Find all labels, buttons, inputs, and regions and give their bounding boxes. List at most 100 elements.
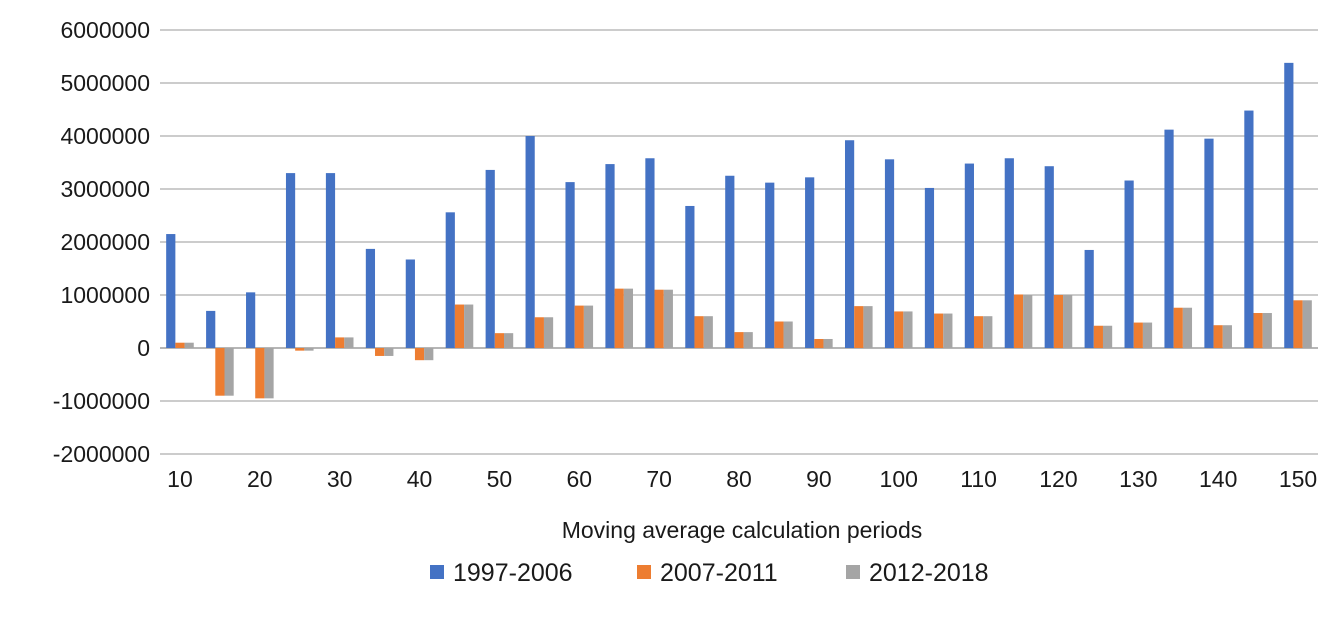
- bar-2007-2011-145: [1253, 313, 1263, 348]
- bar-2012-2018-60: [583, 305, 594, 348]
- bar-1997-2006-50: [485, 169, 495, 348]
- bar-2012-2018-25: [304, 348, 314, 351]
- bars: [166, 62, 1312, 399]
- bar-1997-2006-95: [844, 140, 855, 348]
- bar-2012-2018-15: [224, 348, 234, 396]
- bar-2012-2018-95: [863, 306, 873, 348]
- bar-2007-2011-10: [175, 342, 185, 348]
- bar-1997-2006-100: [884, 159, 895, 348]
- bar-2007-2011-40: [414, 348, 425, 361]
- bar-1997-2006-105: [924, 187, 935, 348]
- bar-2012-2018-125: [1102, 325, 1113, 348]
- bar-2007-2011-85: [774, 321, 784, 348]
- bar-2007-2011-15: [215, 348, 225, 396]
- bar-1997-2006-60: [565, 182, 575, 348]
- bar-2007-2011-30: [335, 337, 345, 348]
- bar-1997-2006-115: [1004, 158, 1014, 348]
- bar-2012-2018-140: [1222, 325, 1232, 348]
- bar-2012-2018-75: [703, 316, 713, 348]
- bar-2007-2011-50: [494, 333, 505, 348]
- bar-1997-2006-85: [765, 182, 775, 348]
- bar-2012-2018-90: [823, 338, 833, 348]
- y-tick-label: 2000000: [60, 229, 150, 255]
- y-tick-label: 5000000: [60, 70, 150, 96]
- bar-1997-2006-125: [1084, 249, 1094, 348]
- bar-2012-2018-70: [663, 289, 673, 348]
- bar-2012-2018-55: [543, 317, 554, 348]
- bar-2007-2011-115: [1013, 294, 1024, 348]
- y-tick-label: -1000000: [53, 388, 150, 414]
- bar-1997-2006-120: [1044, 166, 1054, 348]
- y-tick-label: 3000000: [60, 176, 150, 202]
- y-axis-tick-labels: 6000000 5000000 4000000 3000000 2000000 10000…: [53, 17, 150, 467]
- bar-2007-2011-120: [1053, 295, 1064, 348]
- bar-2012-2018-30: [344, 337, 354, 348]
- bar-2007-2011-140: [1213, 325, 1223, 348]
- bar-2007-2011-125: [1093, 325, 1103, 348]
- bar-1997-2006-35: [365, 248, 376, 348]
- bar-2012-2018-80: [743, 332, 753, 348]
- x-tick-label: 150: [1279, 466, 1317, 492]
- bar-1997-2006-150: [1284, 62, 1294, 349]
- bar-2007-2011-35: [375, 348, 385, 356]
- bar-2007-2011-60: [574, 305, 584, 348]
- bar-2012-2018-150: [1302, 300, 1312, 348]
- x-tick-label: 20: [247, 466, 273, 492]
- bar-2007-2011-110: [973, 316, 984, 348]
- bar-2007-2011-135: [1173, 307, 1183, 348]
- y-tick-label: -2000000: [53, 441, 150, 467]
- bar-1997-2006-140: [1204, 138, 1214, 348]
- x-tick-label: 10: [167, 466, 193, 492]
- bar-2012-2018-145: [1262, 313, 1272, 348]
- x-tick-label: 30: [327, 466, 353, 492]
- bar-2007-2011-150: [1293, 300, 1303, 348]
- y-tick-label: 0: [137, 335, 150, 361]
- x-axis-tick-labels: 10 20 30 40 50 60 70 80 90 100 110 120 130 140 150: [167, 466, 1317, 492]
- bar-1997-2006-90: [805, 177, 815, 348]
- x-tick-label: 80: [726, 466, 752, 492]
- bar-1997-2006-65: [605, 164, 615, 348]
- bar-1997-2006-40: [405, 259, 415, 348]
- x-tick-label: 70: [646, 466, 672, 492]
- bar-2007-2011-65: [614, 288, 624, 348]
- bar-1997-2006-45: [445, 212, 455, 348]
- x-tick-label: 140: [1199, 466, 1237, 492]
- bar-2007-2011-90: [814, 338, 824, 348]
- bar-2007-2011-45: [454, 304, 465, 348]
- bar-2012-2018-40: [424, 348, 434, 361]
- legend-label: 1997-2006: [453, 559, 573, 587]
- legend-swatch: [846, 565, 860, 579]
- bar-2012-2018-65: [623, 288, 634, 348]
- bar-1997-2006-55: [525, 136, 535, 348]
- x-tick-label: 90: [806, 466, 832, 492]
- legend: 1997-2006 2007-2011 2012-2018: [430, 559, 989, 587]
- bar-1997-2006-130: [1124, 180, 1134, 348]
- bar-1997-2006-30: [325, 173, 336, 348]
- bar-2012-2018-110: [983, 316, 993, 348]
- bar-2012-2018-120: [1063, 295, 1073, 348]
- bar-2012-2018-10: [184, 342, 194, 348]
- x-tick-label: 120: [1039, 466, 1077, 492]
- x-tick-label: 100: [880, 466, 918, 492]
- y-tick-label: 6000000: [60, 17, 150, 43]
- bar-1997-2006-80: [725, 175, 735, 348]
- bar-2012-2018-85: [783, 321, 793, 348]
- bar-1997-2006-20: [246, 292, 256, 348]
- bar-2007-2011-95: [854, 306, 864, 348]
- bar-2007-2011-70: [654, 289, 664, 348]
- x-axis-title: Moving average calculation periods: [562, 517, 923, 543]
- bar-2007-2011-130: [1133, 322, 1143, 348]
- bar-2007-2011-80: [734, 332, 744, 348]
- bar-2012-2018-115: [1023, 294, 1033, 348]
- bar-2007-2011-20: [255, 348, 265, 399]
- bar-2007-2011-25: [295, 348, 305, 351]
- bar-1997-2006-135: [1164, 129, 1174, 348]
- bar-1997-2006-75: [685, 205, 695, 348]
- bar-2012-2018-20: [264, 348, 274, 399]
- bar-2012-2018-135: [1182, 307, 1193, 348]
- legend-label: 2012-2018: [869, 559, 989, 587]
- legend-swatch: [430, 565, 444, 579]
- bar-1997-2006-25: [285, 173, 296, 348]
- bar-2012-2018-35: [384, 348, 394, 356]
